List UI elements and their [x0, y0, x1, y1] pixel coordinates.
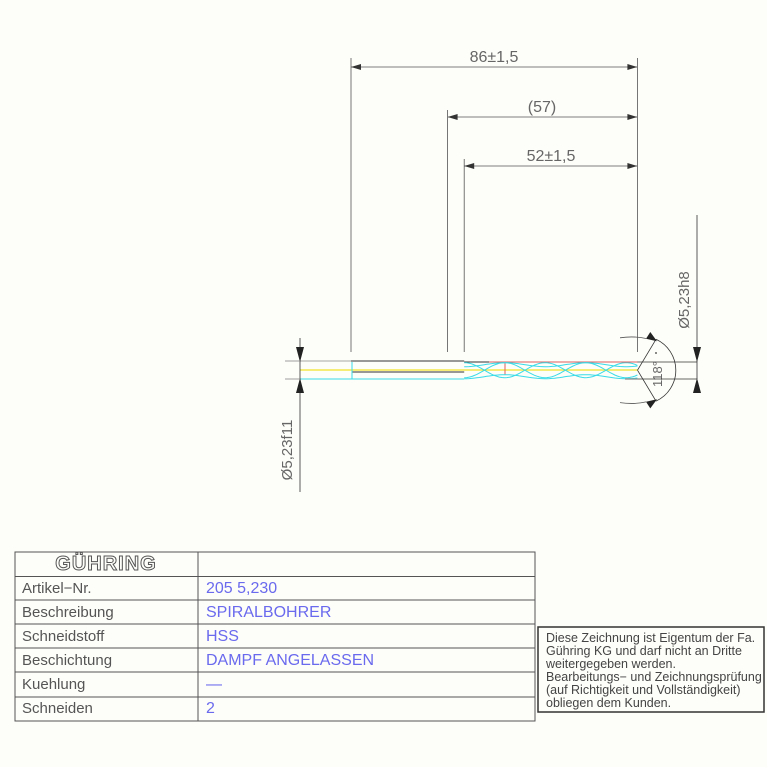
svg-text:Schneiden: Schneiden: [22, 700, 93, 717]
svg-text:obliegen dem Kunden.: obliegen dem Kunden.: [546, 696, 671, 710]
svg-text:52±1,5: 52±1,5: [527, 148, 576, 165]
svg-text:—: —: [206, 676, 222, 693]
svg-text:(57): (57): [528, 99, 556, 116]
svg-text:205 5,230: 205 5,230: [206, 580, 277, 597]
svg-text:2: 2: [206, 700, 215, 717]
svg-text:(auf Richtigkeit und Vollständ: (auf Richtigkeit und Vollständigkeit): [546, 683, 741, 697]
svg-text:118°: 118°: [650, 361, 665, 387]
svg-text:DAMPF ANGELASSEN: DAMPF ANGELASSEN: [206, 652, 374, 669]
svg-text:GÜHRING: GÜHRING: [55, 552, 156, 575]
svg-text:Bearbeitungs− und Zeichnungspr: Bearbeitungs− und Zeichnungsprüfung: [546, 670, 762, 684]
svg-text:Beschreibung: Beschreibung: [22, 604, 114, 621]
svg-text:Ø5,23h8: Ø5,23h8: [676, 271, 693, 329]
svg-text:SPIRALBOHRER: SPIRALBOHRER: [206, 604, 331, 621]
svg-text:Kuehlung: Kuehlung: [22, 676, 85, 693]
svg-text:weitergegeben werden.: weitergegeben werden.: [545, 657, 676, 671]
svg-text:86±1,5: 86±1,5: [470, 49, 519, 66]
svg-text:Artikel−Nr.: Artikel−Nr.: [22, 580, 92, 597]
svg-text:Beschichtung: Beschichtung: [22, 652, 112, 669]
svg-text:HSS: HSS: [206, 628, 239, 645]
svg-text:Diese Zeichnung ist Eigentum d: Diese Zeichnung ist Eigentum der Fa.: [546, 631, 755, 645]
svg-text:Schneidstoff: Schneidstoff: [22, 628, 105, 645]
svg-text:Ø5,23f11: Ø5,23f11: [279, 420, 296, 481]
svg-text:Gühring KG und darf nicht an D: Gühring KG und darf nicht an Dritte: [546, 644, 742, 658]
